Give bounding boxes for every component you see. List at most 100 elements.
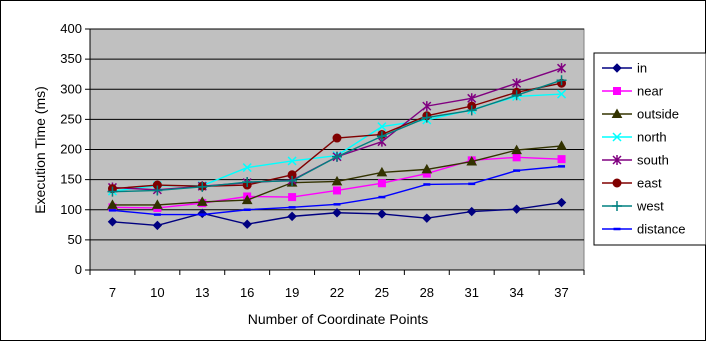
data-point-west [107, 186, 118, 197]
data-point-in [107, 217, 118, 227]
legend: in near outside north south east west distance [602, 61, 685, 237]
data-point-distance [378, 195, 386, 199]
series-layer [107, 63, 567, 231]
data-point-outside [511, 144, 522, 155]
legend-item-in: in [602, 61, 647, 76]
data-point-in [287, 211, 297, 222]
x-tick-label: 22 [330, 285, 344, 300]
legend-label: west [636, 199, 664, 214]
y-tick-label: 400 [60, 21, 82, 36]
data-point-west [152, 185, 163, 196]
data-point-west [421, 112, 432, 123]
data-point-west [332, 151, 342, 162]
data-point-in [467, 206, 477, 217]
data-point-west [242, 177, 253, 188]
y-tick-label: 100 [60, 202, 82, 217]
legend-item-west: west [602, 199, 664, 214]
data-point-in [242, 219, 252, 229]
x-tick-labels: 7 10 13 16 19 22 25 28 31 34 37 [109, 285, 569, 300]
legend-marker [613, 227, 621, 231]
data-point-west [376, 131, 387, 142]
data-point-west [197, 181, 208, 192]
data-point-outside [107, 199, 118, 209]
data-point-near [512, 153, 521, 162]
data-point-south [557, 63, 567, 74]
y-tick-label: 150 [60, 172, 82, 187]
legend-label: outside [637, 107, 679, 122]
data-point-distance [513, 169, 521, 172]
data-point-distance [288, 206, 296, 209]
data-point-west [511, 90, 522, 101]
y-tick-label: 350 [60, 51, 82, 66]
y-tick-label: 50 [68, 232, 82, 247]
legend-marker [611, 108, 623, 118]
data-point-near [377, 179, 386, 188]
legend-item-distance: distance [602, 222, 685, 237]
series-outside [107, 140, 567, 209]
data-point-distance [333, 203, 341, 206]
data-point-north [557, 89, 567, 99]
x-tick-label: 31 [464, 285, 478, 300]
y-tick-label: 300 [60, 81, 82, 96]
data-point-distance [243, 208, 251, 211]
x-tick-label: 13 [195, 285, 209, 300]
x-tick-label: 10 [150, 285, 164, 300]
series-distance [108, 165, 566, 216]
data-point-in [511, 204, 522, 214]
x-axis-title: Number of Coordinate Points [248, 311, 429, 327]
x-tick-label: 19 [285, 285, 299, 300]
legend-marker [612, 201, 622, 211]
data-point-in [332, 208, 342, 218]
data-point-distance [153, 213, 161, 216]
series-west [107, 75, 567, 197]
data-point-south [512, 78, 522, 89]
legend-item-east: east [602, 176, 662, 191]
legend-marker [612, 155, 622, 165]
legend-label: distance [637, 222, 685, 237]
legend-box [593, 52, 706, 246]
y-tick-label: 0 [75, 262, 82, 277]
data-point-east [332, 133, 342, 143]
data-point-in [422, 213, 432, 223]
data-point-outside [466, 156, 478, 166]
data-point-in [556, 197, 567, 208]
legend-marker [612, 132, 622, 142]
data-point-south [422, 101, 432, 112]
data-point-outside [556, 140, 567, 150]
y-tick-label: 250 [60, 111, 82, 126]
data-point-distance [108, 209, 116, 212]
data-point-in [152, 220, 163, 231]
data-point-distance [423, 183, 431, 186]
legend-item-south: south [602, 153, 669, 168]
x-tick-label: 34 [509, 285, 523, 300]
legend-label: east [637, 176, 662, 191]
x-tick-label: 7 [109, 285, 116, 300]
legend-marker [613, 87, 621, 95]
legend-label: in [637, 61, 647, 76]
legend-label: north [637, 130, 667, 145]
data-point-near [557, 155, 566, 164]
axes [85, 28, 585, 275]
data-point-north [242, 163, 252, 173]
legend-marker [612, 178, 622, 188]
data-point-in [377, 209, 387, 219]
y-axis-title: Execution Time (ms) [32, 86, 48, 214]
data-point-west [556, 75, 567, 86]
data-point-outside [331, 175, 343, 186]
data-point-outside [241, 194, 253, 205]
legend-marker [612, 63, 622, 73]
data-point-outside [421, 163, 433, 174]
data-point-outside [376, 166, 388, 177]
data-point-west [466, 105, 477, 116]
series-in [107, 197, 567, 231]
x-tick-label: 37 [554, 285, 568, 300]
x-tick-label: 25 [375, 285, 389, 300]
legend-item-near: near [602, 84, 664, 99]
data-point-outside [152, 199, 163, 209]
legend-item-outside: outside [602, 107, 679, 122]
data-point-outside [196, 196, 208, 206]
legend-label: near [637, 84, 664, 99]
legend-item-north: north [602, 130, 667, 145]
x-tick-label: 28 [420, 285, 434, 300]
